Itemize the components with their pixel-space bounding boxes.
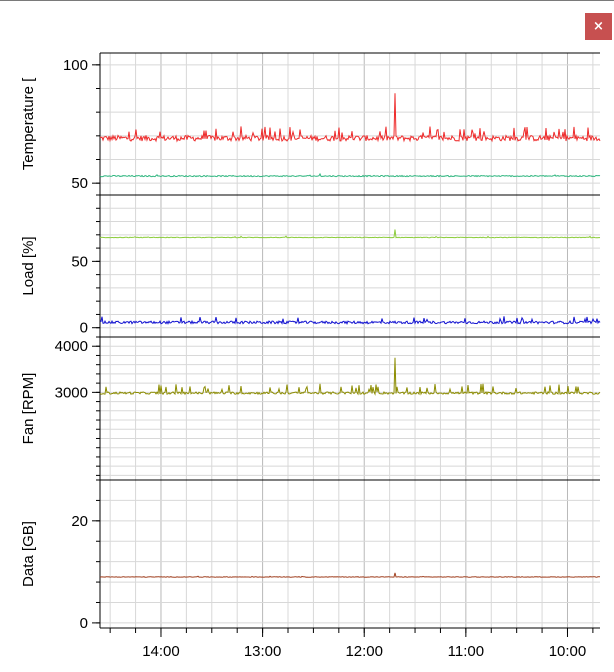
x-tick-label: 10:00 (549, 643, 587, 660)
series-line-1-0 (99, 229, 601, 239)
series-line-0-0 (99, 93, 601, 143)
series-line-2-0 (99, 357, 601, 396)
y-tick-label: 50 (71, 253, 88, 270)
series-line-3-0 (99, 572, 601, 578)
y-axis-label: Fan [RPM] (20, 373, 37, 445)
close-icon: × (593, 19, 604, 34)
window-top-border (0, 0, 614, 1)
y-tick-label: 0 (80, 320, 88, 337)
close-button[interactable]: × (585, 13, 612, 40)
y-tick-label: 50 (71, 175, 88, 192)
series-line-0-1 (99, 172, 601, 178)
x-tick-label: 13:00 (244, 643, 282, 660)
x-tick-label: 14:00 (142, 643, 180, 660)
y-axis-label: Data [GB] (20, 521, 37, 587)
y-tick-label: 3000 (55, 384, 88, 401)
series-line-1-1 (99, 316, 601, 325)
y-axis-label: Temperature [ (20, 77, 37, 170)
y-axis-label: Load [%] (20, 236, 37, 295)
x-tick-label: 11:00 (448, 643, 484, 660)
y-tick-label: 20 (71, 513, 88, 530)
y-tick-label: 100 (63, 57, 88, 74)
y-tick-label: 0 (80, 615, 88, 632)
x-tick-label: 12:00 (345, 643, 383, 660)
y-tick-label: 4000 (55, 338, 88, 355)
